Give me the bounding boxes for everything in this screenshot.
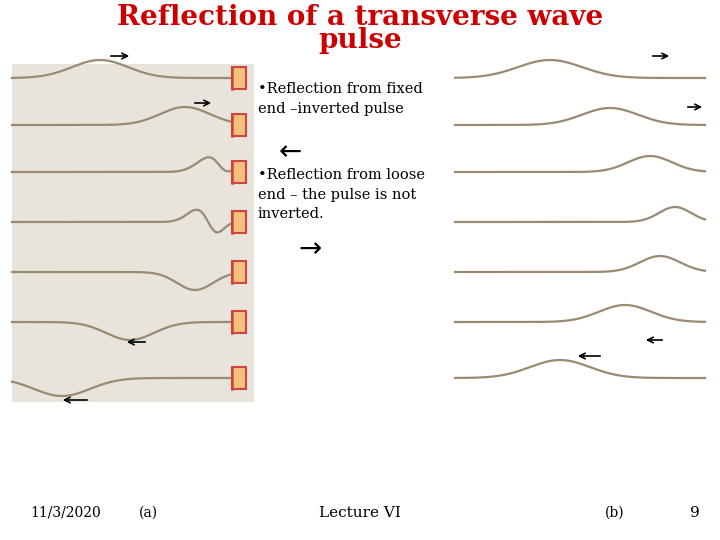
Text: •Reflection from loose
end – the pulse is not
inverted.: •Reflection from loose end – the pulse i… xyxy=(258,168,425,221)
Text: →: → xyxy=(298,235,322,263)
Text: (a): (a) xyxy=(138,506,158,520)
Bar xyxy=(232,161,246,183)
Bar xyxy=(232,261,246,283)
Text: •Reflection from fixed
end –inverted pulse: •Reflection from fixed end –inverted pul… xyxy=(258,82,423,116)
Text: Reflection of a transverse wave: Reflection of a transverse wave xyxy=(117,4,603,31)
Text: Lecture VI: Lecture VI xyxy=(319,506,401,520)
Bar xyxy=(232,311,246,333)
Bar xyxy=(232,367,246,389)
Bar xyxy=(232,211,246,233)
Text: ←: ← xyxy=(279,138,302,166)
Text: (b): (b) xyxy=(606,506,625,520)
Text: pulse: pulse xyxy=(318,27,402,54)
Text: 9: 9 xyxy=(690,506,700,520)
Bar xyxy=(232,114,246,136)
Bar xyxy=(12,64,254,402)
Bar xyxy=(232,67,246,89)
Text: 11/3/2020: 11/3/2020 xyxy=(30,506,101,520)
